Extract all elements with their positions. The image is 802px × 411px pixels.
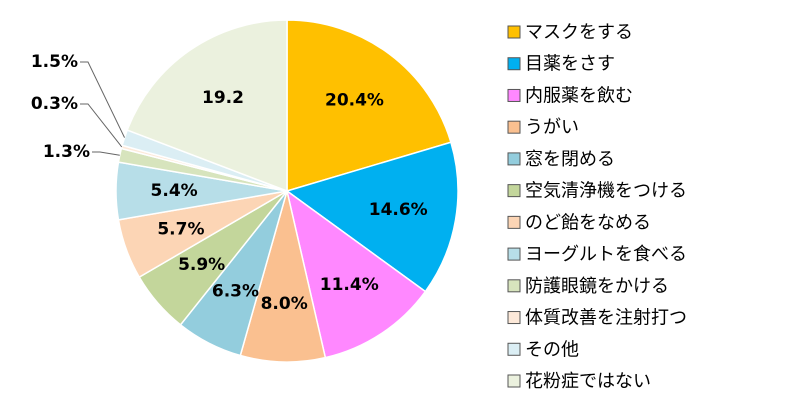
data-label: 1.5% bbox=[31, 52, 78, 72]
legend-swatch bbox=[507, 311, 521, 325]
legend-swatch bbox=[507, 25, 521, 39]
legend-swatch bbox=[507, 120, 521, 134]
legend-label: マスクをする bbox=[525, 22, 633, 43]
legend-swatch bbox=[507, 88, 521, 102]
legend-swatch bbox=[507, 215, 521, 229]
data-label: 11.4% bbox=[320, 275, 379, 295]
data-label: 0.3% bbox=[31, 94, 78, 114]
legend-swatch bbox=[507, 184, 521, 198]
data-label: 5.4% bbox=[151, 181, 198, 201]
legend-label: うがい bbox=[525, 117, 579, 138]
pie-slice bbox=[285, 189, 427, 359]
leader-line bbox=[92, 151, 120, 156]
legend-swatch bbox=[507, 152, 521, 166]
legend-label: ヨーグルトを食べる bbox=[525, 244, 687, 265]
legend-label: のど飴をなめる bbox=[525, 212, 651, 233]
legend-label: 花粉症ではない bbox=[525, 371, 651, 392]
data-label: 20.4% bbox=[325, 91, 384, 111]
legend-label: 体質改善を注射打つ bbox=[525, 308, 687, 329]
leader-line bbox=[80, 61, 125, 138]
legend-swatch bbox=[507, 57, 521, 71]
legend-swatch bbox=[507, 247, 521, 261]
data-label: 1.3% bbox=[43, 142, 90, 162]
legend-label: 防護眼鏡をかける bbox=[525, 276, 669, 297]
data-label: 6.3% bbox=[212, 281, 259, 301]
pie-slice bbox=[285, 141, 459, 293]
legend-label: 目薬をさす bbox=[525, 54, 615, 75]
legend-label: 内服薬を飲む bbox=[525, 85, 633, 106]
pie-slice bbox=[286, 19, 452, 193]
data-label: 8.0% bbox=[261, 294, 308, 314]
legend-label: 窓を閉める bbox=[525, 149, 615, 170]
data-label: 5.9% bbox=[178, 255, 225, 275]
data-label: 19.2 bbox=[202, 88, 244, 108]
legend-swatch bbox=[507, 374, 521, 388]
legend-swatch bbox=[507, 342, 521, 356]
legend-label: その他 bbox=[525, 339, 579, 360]
legend-label: 空気清浄機をつける bbox=[525, 181, 687, 202]
pie-slice bbox=[126, 19, 288, 193]
data-label: 14.6% bbox=[369, 200, 428, 220]
leader-line bbox=[80, 103, 123, 148]
legend-swatch bbox=[507, 279, 521, 293]
data-label: 5.7% bbox=[157, 220, 204, 240]
